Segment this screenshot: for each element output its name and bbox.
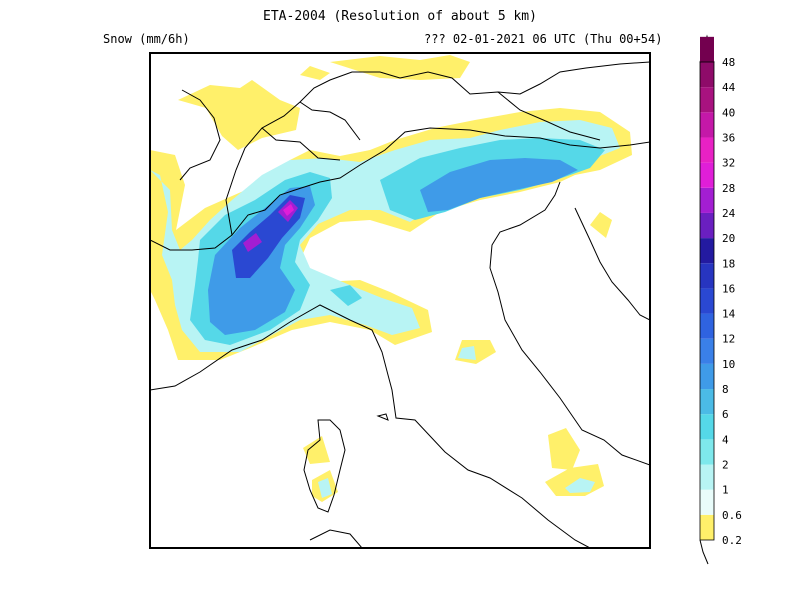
colorbar-bottom-tail <box>699 539 709 565</box>
map-frame <box>149 52 651 549</box>
colorbar-swatch <box>700 288 714 314</box>
colorbar-swatch <box>700 62 714 88</box>
colorbar-swatch <box>700 313 714 339</box>
colorbar-swatch <box>700 389 714 415</box>
colorbar-swatch <box>700 36 714 62</box>
colorbar-tick-label: 28 <box>722 182 735 195</box>
colorbar-tick-label: 12 <box>722 333 735 346</box>
colorbar-swatch <box>700 87 714 113</box>
variable-label: Snow (mm/6h) <box>103 32 190 46</box>
colorbar-swatch <box>700 162 714 188</box>
colorbar-tick-label: 0.6 <box>722 509 742 522</box>
colorbar-tick-label: 40 <box>722 106 735 119</box>
colorbar-tick-label: 6 <box>722 408 729 421</box>
colorbar-swatch <box>700 238 714 264</box>
colorbar-tick-label: 2 <box>722 459 729 472</box>
colorbar-swatch <box>700 338 714 364</box>
colorbar-outline <box>699 61 715 541</box>
colorbar-swatch <box>700 212 714 239</box>
colorbar-tick-label: 16 <box>722 282 735 295</box>
snow-peak <box>283 204 294 216</box>
colorbar-tick-label: 32 <box>722 157 735 170</box>
colorbar-swatch <box>700 187 714 213</box>
colorbar-tick-label: 36 <box>722 131 735 144</box>
coastlines <box>150 61 650 548</box>
valid-time-label: ??? 02-01-2021 06 UTC (Thu 00+54) <box>424 32 663 46</box>
colorbar-tick-label: 20 <box>722 232 735 245</box>
colorbar-tick-label: 48 <box>722 56 735 69</box>
colorbar-swatch <box>700 439 714 465</box>
colorbar-tick-label: 24 <box>722 207 736 220</box>
map-title: ETA-2004 (Resolution of about 5 km) <box>263 9 537 24</box>
colorbar-tick-label: 1 <box>722 484 729 497</box>
colorbar-tick-label: 10 <box>722 358 735 371</box>
colorbar-tick-label: 44 <box>722 81 736 94</box>
colorbar-tick-label: 4 <box>722 433 729 446</box>
colorbar-swatch <box>700 263 714 289</box>
colorbar-swatch <box>700 489 714 515</box>
colorbar-tick-label: 0.2 <box>722 534 742 547</box>
precip-field <box>150 55 632 502</box>
colorbar-tick-label: 18 <box>722 257 735 270</box>
colorbar-swatch <box>700 363 714 390</box>
colorbar-swatch <box>700 137 714 163</box>
colorbar-swatch <box>700 112 714 138</box>
colorbar-swatch <box>700 464 714 490</box>
colorbar-tick-label: 14 <box>722 308 736 321</box>
colorbar-swatch <box>700 414 714 440</box>
colorbar-tick-label: 8 <box>722 383 729 396</box>
colorbar-swatch <box>700 514 714 540</box>
